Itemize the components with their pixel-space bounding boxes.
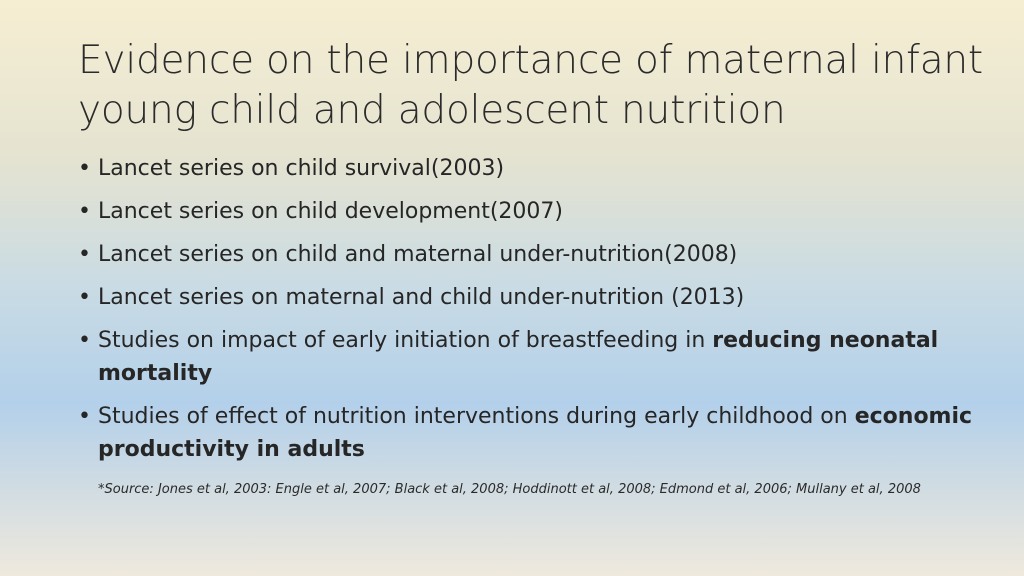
slide-title: Evidence on the importance of maternal i… [78, 38, 984, 133]
bullet-item: Studies on impact of early initiation of… [78, 324, 978, 390]
bullet-item: Lancet series on child and maternal unde… [78, 238, 978, 271]
bullet-text: Lancet series on child and maternal unde… [98, 242, 738, 267]
bullet-bold-text: economic productivity in adults [98, 404, 973, 462]
bullet-list: Lancet series on child survival(2003) La… [78, 152, 978, 476]
bullet-item: Lancet series on child survival(2003) [78, 152, 978, 185]
bullet-item: Lancet series on child development(2007) [78, 195, 978, 228]
bullet-text: Lancet series on maternal and child unde… [98, 285, 745, 310]
bullet-item: Lancet series on maternal and child unde… [78, 281, 978, 314]
bullet-text: Studies of effect of nutrition intervent… [98, 404, 855, 429]
bullet-bold-text: reducing neonatal mortality [98, 328, 939, 386]
bullet-text: Lancet series on child development(2007) [98, 199, 563, 224]
bullet-text: Lancet series on child survival(2003) [98, 156, 505, 181]
source-citation: *Source: Jones et al, 2003: Engle et al,… [98, 482, 921, 497]
bullet-text: Studies on impact of early initiation of… [98, 328, 713, 353]
bullet-item: Studies of effect of nutrition intervent… [78, 400, 978, 466]
